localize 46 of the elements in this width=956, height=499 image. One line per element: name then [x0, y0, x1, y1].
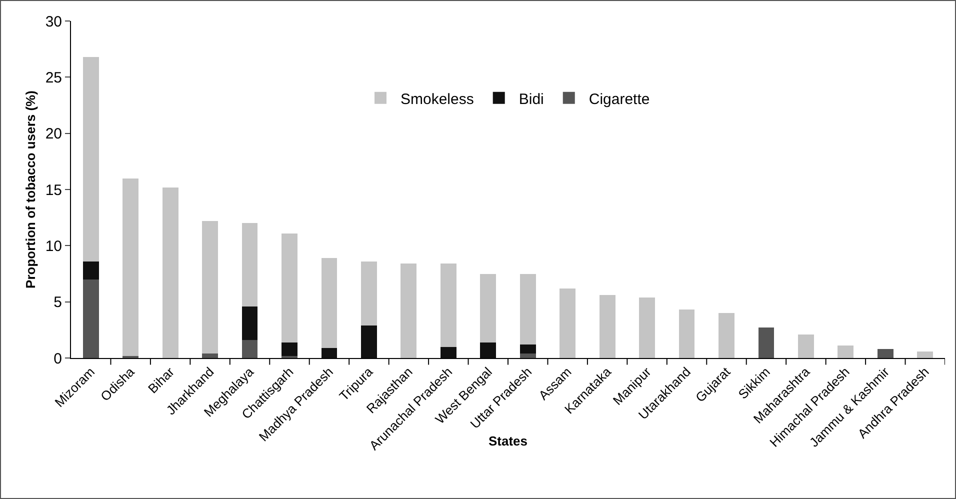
- bar: [282, 233, 298, 342]
- legend-label: Smokeless: [400, 90, 474, 108]
- bar: [520, 354, 536, 358]
- bar: [758, 328, 774, 358]
- bar: [242, 223, 258, 306]
- y-tick-label: 0: [54, 350, 62, 368]
- bar: [202, 354, 218, 358]
- bar: [678, 310, 695, 358]
- bar: [520, 344, 536, 354]
- bar: [639, 297, 655, 358]
- y-tick-label: 20: [45, 126, 62, 143]
- bar: [440, 264, 456, 347]
- bar: [440, 346, 456, 358]
- bar: [480, 342, 496, 358]
- bar: [877, 349, 894, 358]
- bar: [361, 261, 377, 326]
- bar: [242, 306, 258, 340]
- bar: [599, 295, 616, 358]
- bar: [282, 342, 298, 356]
- bar: [798, 334, 814, 358]
- bar: [202, 220, 218, 354]
- bar: [321, 348, 338, 358]
- bar: [400, 264, 417, 358]
- y-tick-label: 15: [45, 182, 62, 199]
- bar: [82, 279, 99, 358]
- y-tick-label: 30: [45, 13, 62, 30]
- bar: [82, 56, 99, 262]
- bar: [560, 288, 576, 358]
- y-tick-label: 5: [54, 294, 62, 312]
- y-tick-label: 25: [45, 69, 62, 86]
- bar: [917, 351, 934, 358]
- y-axis-title: Proportion of tobacco users (%): [23, 90, 38, 288]
- bar: [321, 258, 338, 348]
- y-tick-label: 10: [45, 238, 62, 255]
- bar: [162, 187, 178, 358]
- bar: [361, 325, 377, 358]
- bar: [82, 261, 99, 280]
- bar: [242, 340, 258, 358]
- bar: [718, 313, 734, 358]
- bar: [520, 274, 536, 345]
- x-axis-title: States: [488, 434, 528, 449]
- bar: [480, 274, 496, 342]
- legend-label: Bidi: [518, 90, 544, 108]
- legend-label: Cigarette: [588, 90, 650, 108]
- bar: [122, 178, 139, 356]
- bar: [838, 346, 854, 358]
